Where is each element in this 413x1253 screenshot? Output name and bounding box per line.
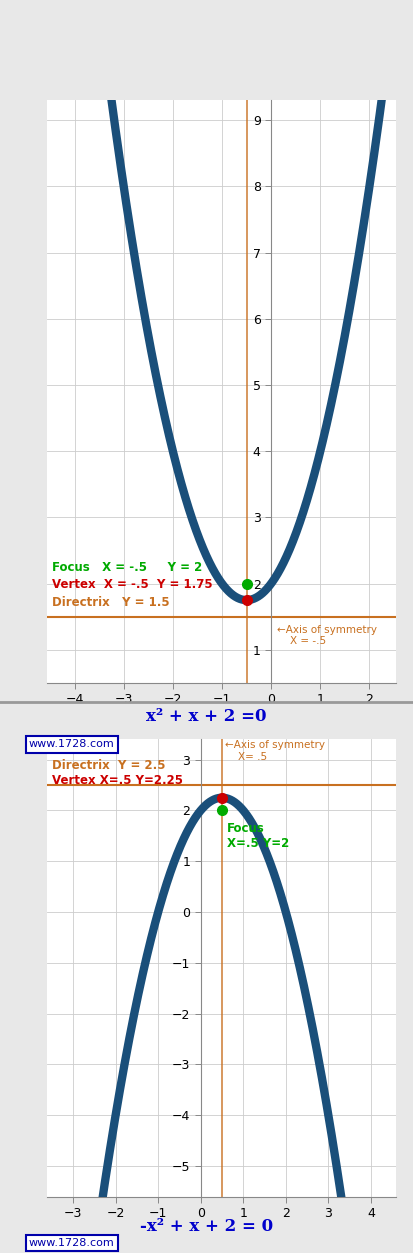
Text: ←Axis of symmetry
    X= .5: ←Axis of symmetry X= .5 xyxy=(225,741,325,762)
Text: Directrix  Y = 2.5: Directrix Y = 2.5 xyxy=(52,759,165,772)
Text: Directrix   Y = 1.5: Directrix Y = 1.5 xyxy=(52,595,170,609)
Text: www.1728.com: www.1728.com xyxy=(29,739,115,749)
Text: Vertex  X = -.5  Y = 1.75: Vertex X = -.5 Y = 1.75 xyxy=(52,579,213,591)
Text: x² + x + 2 =0: x² + x + 2 =0 xyxy=(146,708,267,725)
Text: -x² + x + 2 = 0: -x² + x + 2 = 0 xyxy=(140,1218,273,1235)
Text: Vertex X=.5 Y=2.25: Vertex X=.5 Y=2.25 xyxy=(52,774,183,787)
Text: Focus
X=.5 Y=2: Focus X=.5 Y=2 xyxy=(227,822,290,850)
Text: Focus   X = -.5     Y = 2: Focus X = -.5 Y = 2 xyxy=(52,560,203,574)
Text: ←Axis of symmetry
    X = -.5: ←Axis of symmetry X = -.5 xyxy=(277,624,377,647)
Text: www.1728.com: www.1728.com xyxy=(29,1238,115,1248)
